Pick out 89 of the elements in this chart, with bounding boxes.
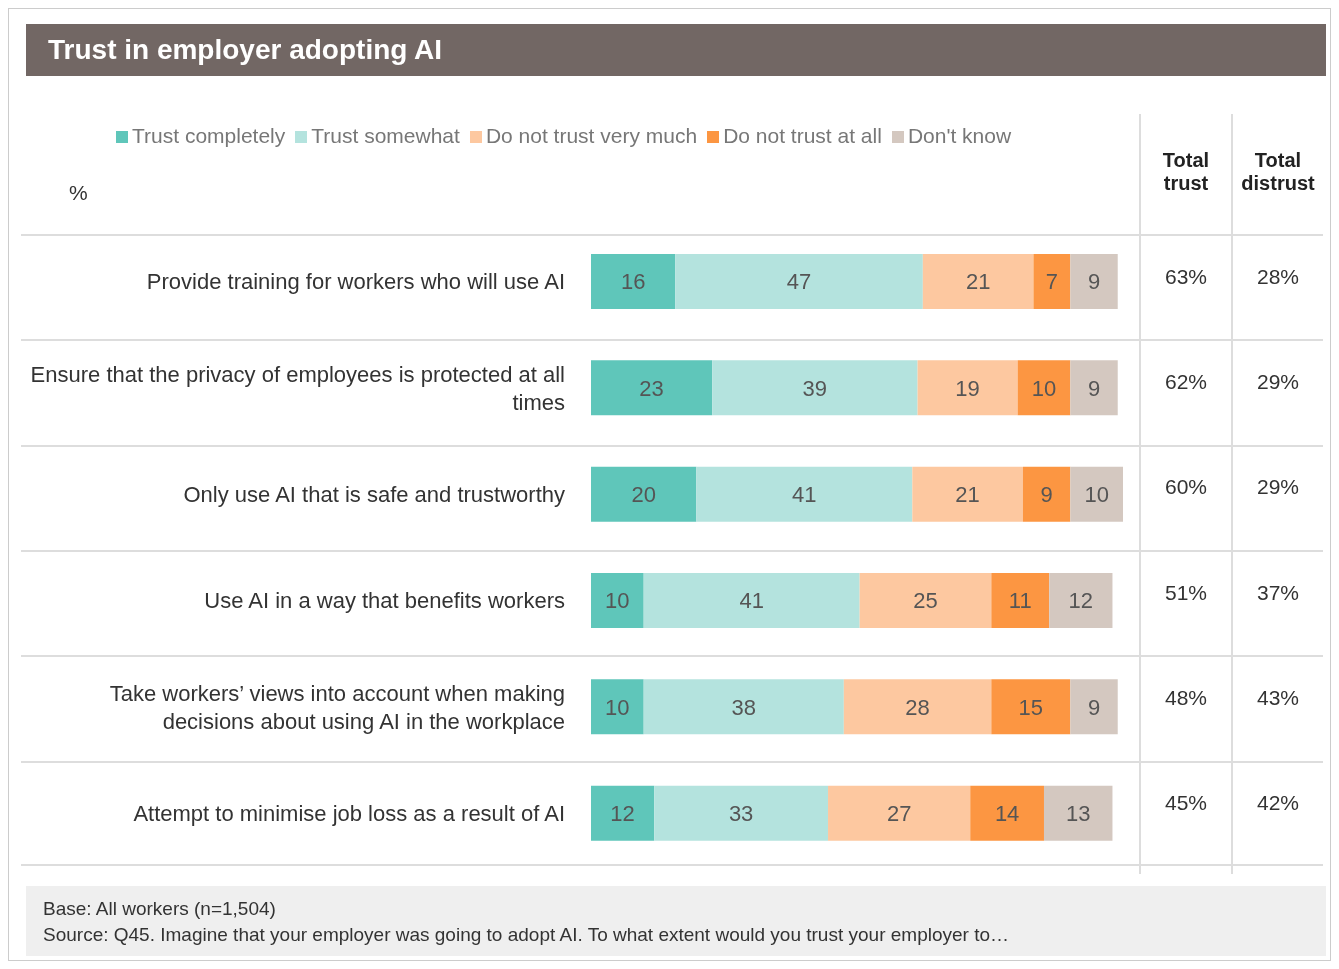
- text: 29%: [1256, 475, 1300, 500]
- data-label: 10: [605, 588, 630, 614]
- text: 42%: [1256, 791, 1300, 816]
- data-label: 28: [905, 694, 930, 720]
- bar: [1022, 466, 1071, 522]
- bar: [859, 573, 992, 628]
- bar: [643, 679, 844, 735]
- legend-label: Do not trust at all: [723, 124, 882, 147]
- data-label: 9: [1040, 481, 1053, 507]
- data-label: 13: [1065, 800, 1091, 826]
- bar: [1033, 254, 1071, 309]
- bar: [922, 254, 1034, 309]
- data-label: 11: [1008, 588, 1032, 614]
- y-tick-label: Attempt to minimise job loss as a result of AI: [133, 800, 565, 826]
- text: Base: All workers (n=1,504): [43, 897, 277, 921]
- bar: [591, 573, 644, 628]
- legend-label: Don't know: [907, 124, 1012, 147]
- text: 60%: [1164, 475, 1208, 500]
- bar: [591, 785, 655, 841]
- text: 63%: [1164, 264, 1208, 289]
- text: Total trust: [1161, 149, 1211, 195]
- data-label: 7: [1045, 269, 1059, 295]
- legend-label: Trust completely: [132, 124, 286, 147]
- data-label: 38: [731, 694, 756, 720]
- data-label: 10: [1084, 481, 1109, 507]
- data-label: 9: [1087, 375, 1101, 401]
- data-label: 12: [610, 800, 635, 826]
- y-tick-label: Only use AI that is safe and trustworthy: [183, 481, 565, 507]
- y-tick-label: Take workers’ views into account when making decisions about using AI in the workplace: [109, 680, 565, 733]
- data-label: 41: [739, 588, 764, 614]
- bar: [696, 466, 913, 522]
- data-label: 39: [802, 375, 828, 401]
- bar: [991, 573, 1050, 628]
- data-label: 10: [1031, 375, 1057, 401]
- data-label: 9: [1087, 694, 1101, 720]
- bar: [643, 573, 860, 628]
- text: 29%: [1256, 370, 1300, 394]
- data-label: 33: [728, 800, 754, 826]
- bar: [1049, 573, 1113, 628]
- bar: [1070, 466, 1123, 522]
- bar: [1070, 679, 1118, 735]
- data-label: 23: [639, 375, 664, 401]
- data-label: 19: [955, 375, 980, 401]
- text: 37%: [1256, 580, 1300, 605]
- text: Total distrust: [1240, 149, 1316, 195]
- text: 48%: [1164, 686, 1208, 710]
- bar: [843, 679, 992, 735]
- bar: [675, 254, 923, 309]
- bar: [917, 360, 1018, 416]
- bar: [591, 679, 644, 735]
- y-tick-label: Ensure that the privacy of employees is protected at all times: [30, 361, 565, 414]
- data-label: 20: [631, 481, 656, 507]
- bar: [912, 466, 1023, 522]
- data-label: 47: [786, 269, 812, 295]
- text: 51%: [1164, 580, 1208, 605]
- bar: [970, 785, 1044, 841]
- bar: [1017, 360, 1071, 416]
- bar: [828, 785, 971, 841]
- data-label: 14: [994, 800, 1020, 826]
- bar: [1043, 785, 1113, 841]
- data-label: 21: [965, 269, 991, 295]
- data-label: 27: [886, 800, 912, 826]
- data-label: 10: [605, 694, 630, 720]
- data-label: 15: [1018, 694, 1044, 720]
- data-label: 21: [955, 481, 980, 507]
- y-tick-label: Provide training for workers who will use AI: [146, 268, 565, 294]
- bar: [991, 679, 1071, 735]
- text: 45%: [1164, 791, 1208, 816]
- source-note: Source: Q45. Imagine that your employer was going to adopt AI. To what extent would you trust your employer to…: [43, 923, 1010, 947]
- text: Trust in employer adopting AI: [26, 24, 1326, 76]
- text: 62%: [1164, 370, 1208, 394]
- data-label: 9: [1087, 269, 1101, 295]
- bar: [591, 254, 676, 309]
- data-label: 41: [792, 481, 817, 507]
- text: 28%: [1256, 264, 1300, 289]
- bar: [591, 360, 713, 416]
- legend-label: Do not trust very much: [485, 124, 698, 147]
- bar: [1070, 360, 1118, 416]
- text: 43%: [1256, 686, 1300, 710]
- data-label: 25: [913, 588, 938, 614]
- bar: [712, 360, 918, 416]
- bar: [1070, 254, 1118, 309]
- y-tick-label: Use AI in a way that benefits workers: [204, 587, 565, 613]
- legend-label: Trust somewhat: [311, 124, 460, 147]
- x-axis-title: %: [69, 181, 88, 205]
- data-label: 12: [1068, 588, 1094, 614]
- bar: [591, 466, 697, 522]
- bar: [654, 785, 829, 841]
- data-label: 16: [620, 269, 646, 295]
